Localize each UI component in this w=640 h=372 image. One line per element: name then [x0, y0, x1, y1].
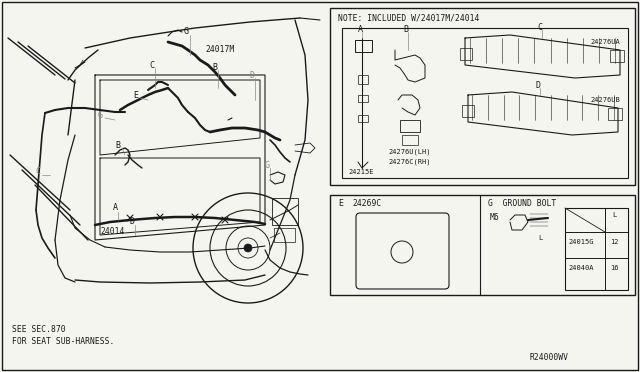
Bar	[400, 120, 420, 132]
Bar	[460, 48, 472, 60]
Bar	[358, 115, 368, 122]
Text: C: C	[150, 61, 154, 70]
Text: 24015G: 24015G	[568, 239, 593, 245]
Text: A: A	[113, 203, 118, 212]
Bar	[608, 108, 622, 120]
Text: FOR SEAT SUB-HARNESS.: FOR SEAT SUB-HARNESS.	[12, 337, 115, 346]
Text: L: L	[538, 235, 542, 241]
Text: G: G	[97, 110, 102, 119]
Text: B: B	[115, 141, 120, 150]
Text: 24215E: 24215E	[348, 169, 374, 175]
Text: 24276U(LH): 24276U(LH)	[388, 149, 431, 155]
Text: C: C	[538, 23, 543, 32]
Bar	[330, 8, 635, 185]
Bar	[274, 228, 295, 242]
Text: A: A	[358, 26, 362, 35]
Text: 24017M: 24017M	[205, 45, 234, 55]
Text: E: E	[338, 199, 343, 208]
Bar	[402, 135, 418, 145]
Text: 24040A: 24040A	[568, 265, 593, 271]
Bar	[358, 75, 368, 84]
Text: SEE SEC.870: SEE SEC.870	[12, 326, 66, 334]
Bar	[565, 208, 628, 290]
Text: 24269C: 24269C	[352, 199, 381, 208]
Text: L: L	[612, 212, 616, 218]
Text: D: D	[129, 218, 134, 227]
Text: C: C	[35, 167, 40, 176]
Text: D: D	[250, 71, 255, 80]
Text: 24276C(RH): 24276C(RH)	[388, 159, 431, 165]
Bar	[610, 50, 624, 62]
Text: 16: 16	[610, 265, 618, 271]
Bar	[462, 105, 474, 117]
Text: G: G	[184, 28, 189, 36]
Bar	[330, 195, 635, 295]
Circle shape	[244, 244, 252, 252]
Bar	[358, 95, 368, 102]
Bar	[272, 198, 298, 225]
Text: B: B	[403, 26, 408, 35]
Text: E: E	[134, 90, 138, 99]
Bar	[355, 40, 372, 52]
Text: 24276UA: 24276UA	[590, 39, 620, 45]
Text: M6: M6	[490, 214, 500, 222]
Text: 24276UB: 24276UB	[590, 97, 620, 103]
Text: 12: 12	[610, 239, 618, 245]
Text: NOTE: INCLUDED W/24017M/24014: NOTE: INCLUDED W/24017M/24014	[338, 13, 479, 22]
Text: B: B	[212, 62, 218, 71]
Text: 24014: 24014	[100, 228, 124, 237]
Bar	[342, 28, 628, 178]
Text: G: G	[264, 160, 269, 170]
Text: G  GROUND BOLT: G GROUND BOLT	[488, 199, 556, 208]
Text: D: D	[536, 81, 541, 90]
Text: R24000WV: R24000WV	[530, 353, 569, 362]
